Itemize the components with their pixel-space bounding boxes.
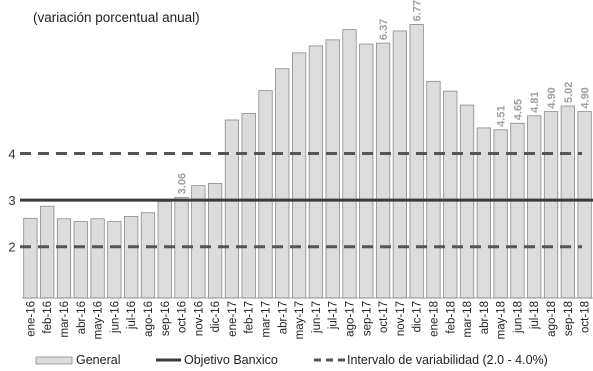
data-label: 6.37 — [378, 19, 390, 40]
y-axis: 2 3 4 — [8, 147, 15, 255]
x-tick-label: may-17 — [294, 301, 306, 339]
x-tick-label: nov-16 — [193, 301, 205, 336]
bar — [224, 119, 240, 299]
data-label: 4.90 — [580, 87, 592, 108]
bar — [577, 111, 592, 299]
x-tick-label: mar-18 — [462, 301, 474, 337]
y-tick-label: 2 — [8, 240, 15, 255]
bar — [90, 218, 105, 299]
bar — [73, 221, 88, 299]
x-tick-label: oct-17 — [378, 301, 390, 333]
legend-label-intervalo: Intervalo de variabilidad (2.0 - 4.0%) — [347, 353, 548, 367]
data-label: 4.65 — [512, 99, 524, 120]
x-tick-label: may-16 — [93, 301, 105, 339]
bar — [308, 45, 324, 299]
x-tick-label: jun-18 — [512, 301, 524, 334]
x-tick-label: feb-16 — [42, 301, 54, 334]
x-tick-label: oct-18 — [580, 301, 592, 333]
x-tick-label: dic-16 — [210, 301, 222, 332]
x-tick-label: ene-16 — [25, 301, 37, 337]
bar — [443, 90, 458, 299]
bar — [527, 115, 542, 299]
x-tick-label: jul-17 — [328, 301, 340, 330]
bar — [275, 68, 290, 299]
x-tick-label: jul-16 — [126, 301, 138, 330]
x-tick-label: sep-18 — [563, 301, 575, 336]
bar — [325, 39, 340, 299]
legend-label-general: General — [76, 353, 120, 367]
bar — [392, 30, 407, 299]
x-tick-label: feb-18 — [445, 301, 457, 334]
y-tick-label: 3 — [8, 193, 15, 208]
bar — [107, 221, 122, 299]
x-tick-label: jun-16 — [109, 301, 121, 334]
x-tick-label: ago-18 — [546, 301, 558, 337]
x-tick-label: ago-17 — [344, 301, 356, 337]
x-tick-label: dic-17 — [412, 301, 424, 332]
legend-swatch-general — [35, 356, 73, 365]
x-tick-label: ene-17 — [227, 301, 239, 337]
bar — [375, 42, 391, 299]
x-tick-label: abr-17 — [277, 301, 289, 334]
x-tick-label: mar-17 — [261, 301, 273, 337]
x-axis: ene-16 feb-16 mar-16 abr-16 may-16 jun-16 jul-… — [22, 297, 593, 339]
x-tick-label: jun-17 — [311, 301, 323, 334]
bar — [124, 216, 139, 299]
bar-series — [23, 24, 592, 299]
bar — [258, 90, 273, 299]
bar — [191, 185, 206, 299]
x-tick-label: ago-16 — [143, 301, 155, 337]
legend: General Objetivo Banxico Intervalo de vari… — [35, 353, 548, 367]
x-tick-label: sep-16 — [160, 301, 172, 336]
data-labels: 3.06 6.37 6.77 4.51 4.65 4.81 4.90 5.02 4.90 — [177, 0, 592, 194]
x-tick-label: jul-18 — [529, 301, 541, 330]
data-label: 3.06 — [177, 173, 189, 194]
x-tick-label: oct-16 — [177, 301, 189, 333]
bar — [241, 113, 256, 299]
data-label: 6.77 — [412, 0, 424, 21]
data-label: 4.81 — [529, 91, 541, 112]
bar — [560, 105, 575, 299]
bar — [140, 212, 156, 299]
x-tick-label: may-18 — [496, 301, 508, 339]
bar — [342, 29, 357, 299]
bar — [510, 122, 525, 299]
data-label: 4.51 — [496, 105, 508, 126]
x-tick-label: sep-17 — [361, 301, 373, 336]
bar — [409, 24, 424, 299]
x-tick-label: feb-17 — [244, 301, 256, 334]
bar — [56, 218, 72, 299]
x-tick-label: abr-16 — [76, 301, 88, 334]
x-tick-label: nov-17 — [395, 301, 407, 336]
bar — [23, 217, 38, 299]
legend-label-objetivo: Objetivo Banxico — [184, 353, 278, 367]
bar — [359, 43, 374, 299]
chart-subtitle: (variación porcentual anual) — [33, 10, 200, 25]
x-tick-label: ene-18 — [428, 301, 440, 337]
bar — [291, 52, 307, 299]
bar — [40, 205, 55, 299]
reference-lines — [20, 152, 593, 249]
x-tick-label: abr-18 — [479, 301, 491, 334]
bar — [157, 201, 172, 299]
y-tick-label: 4 — [8, 147, 15, 162]
data-label: 5.02 — [563, 82, 575, 103]
bar — [426, 80, 441, 299]
x-tick-label: mar-16 — [59, 301, 71, 337]
bar — [543, 111, 559, 299]
data-label: 4.90 — [546, 87, 558, 108]
